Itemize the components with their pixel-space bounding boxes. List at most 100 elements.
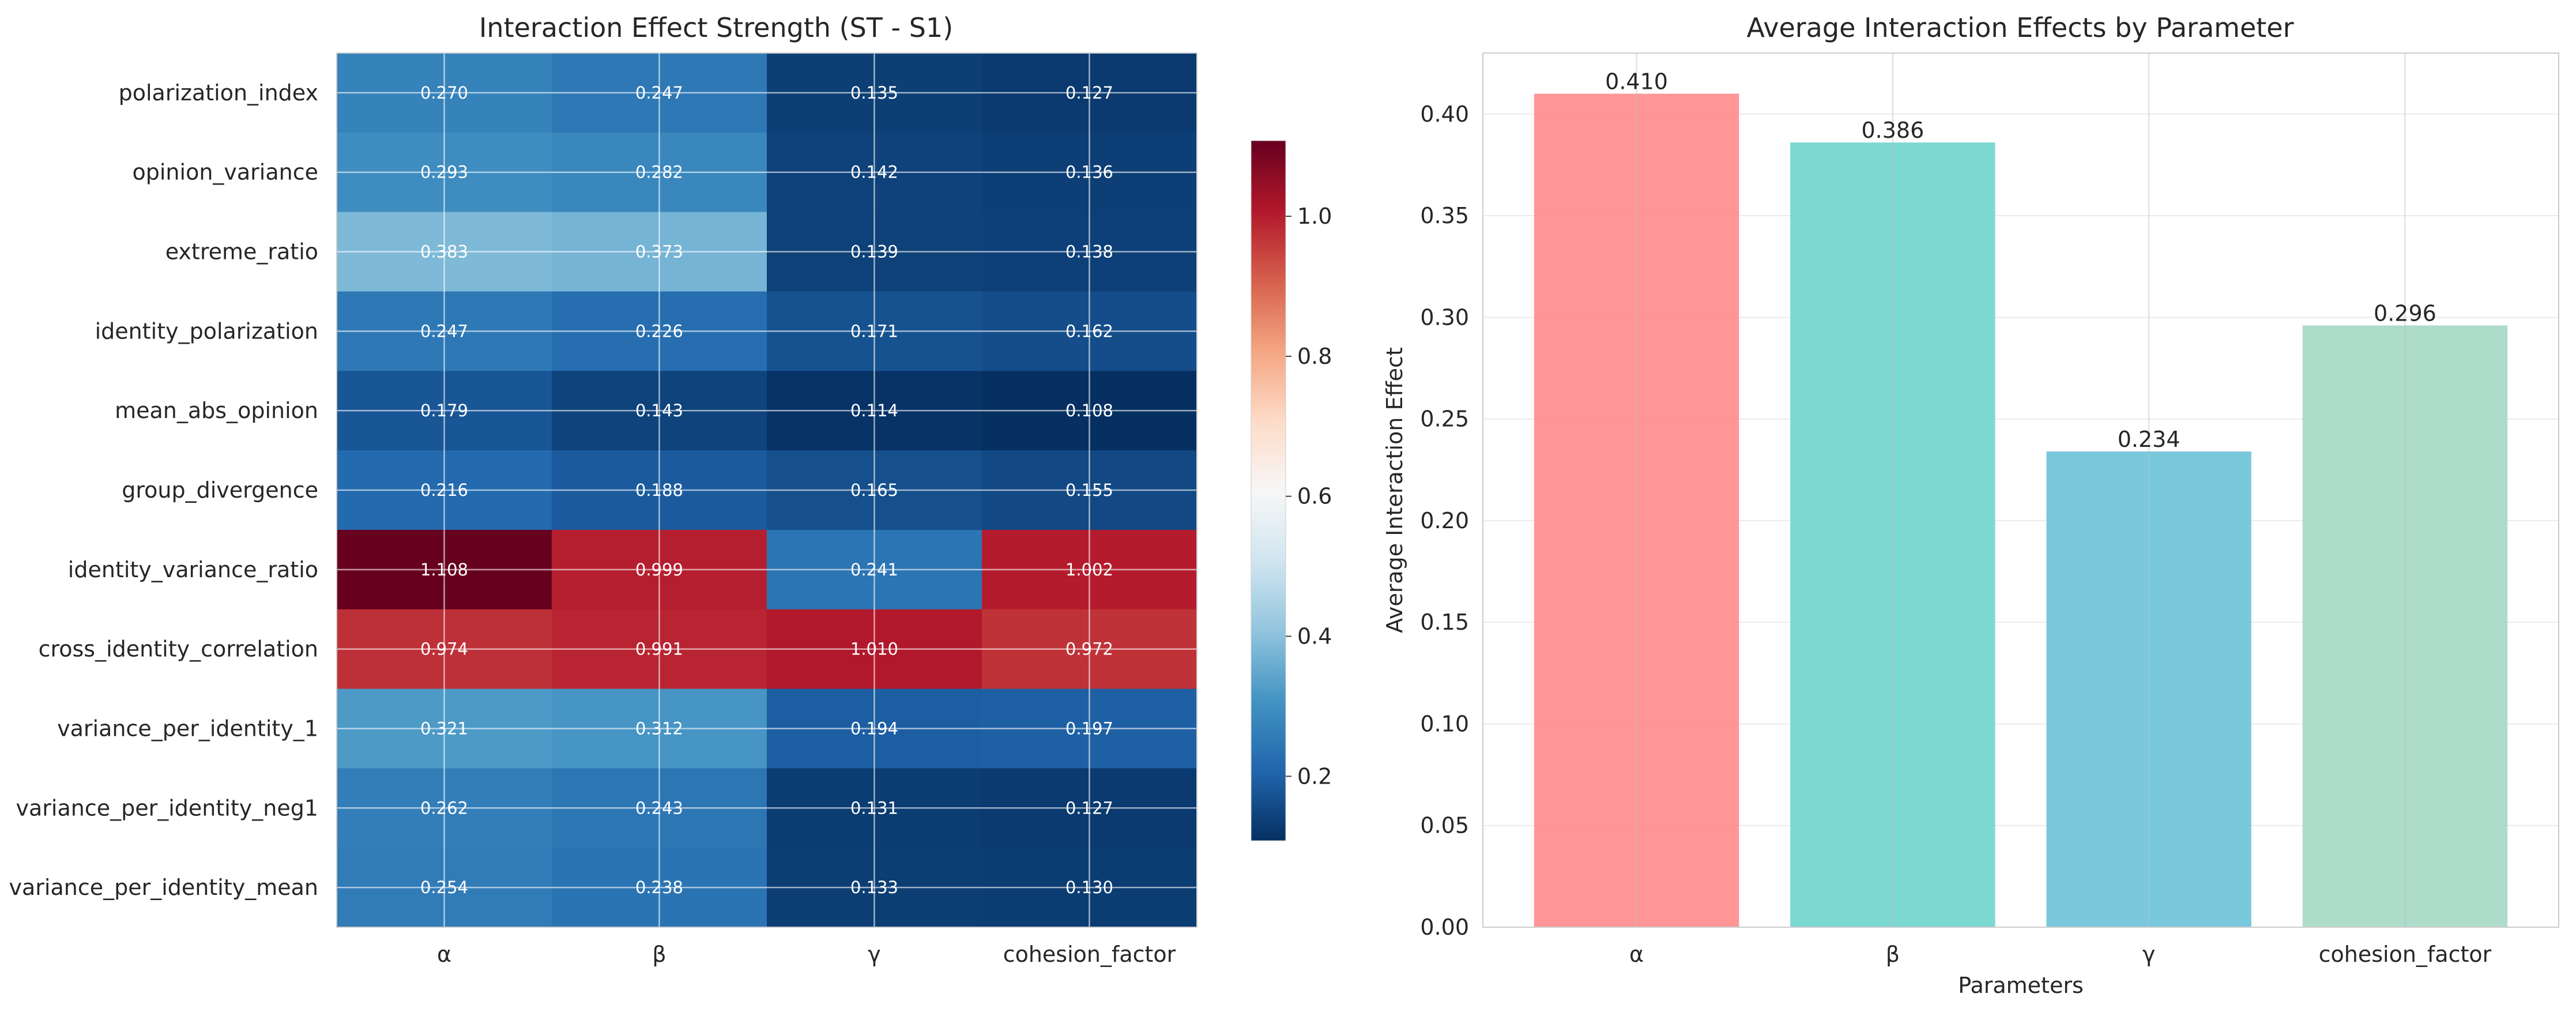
heatmap-column-labels: α β γ cohesion_factor xyxy=(437,942,1176,967)
heatmap-row-label: variance_per_identity_mean xyxy=(9,875,318,900)
heatmap-cell-value: 0.991 xyxy=(635,639,683,659)
heatmap-frame xyxy=(336,52,1197,928)
bar-chart-y-tick-label: 0.15 xyxy=(1420,609,1469,635)
heatmap-title: Interaction Effect Strength (ST - S1) xyxy=(479,12,953,43)
heatmap-cell-value: 0.114 xyxy=(850,401,898,420)
colorbar-tick-label: 0.8 xyxy=(1297,344,1332,369)
heatmap-cell-value: 0.179 xyxy=(420,401,468,420)
heatmap-cell-value: 0.127 xyxy=(1065,83,1113,103)
heatmap-cell-value: 0.133 xyxy=(850,878,898,897)
bar-chart-x-tick-label: α xyxy=(1629,942,1644,967)
colorbar-tick-label: 0.4 xyxy=(1297,624,1332,649)
heatmap-cell-value: 0.131 xyxy=(850,798,898,818)
heatmap-cell-value: 0.270 xyxy=(420,83,468,103)
bar-chart-y-tick-label: 0.00 xyxy=(1420,915,1469,940)
bar-value-label: 0.296 xyxy=(2374,300,2436,326)
colorbar-gradient xyxy=(1251,140,1286,841)
heatmap-cell-value: 1.108 xyxy=(420,560,468,580)
bar-chart-y-tick-label: 0.40 xyxy=(1420,101,1469,127)
bar-chart-x-axis-label: Parameters xyxy=(1958,973,2084,998)
heatmap-row-label: variance_per_identity_1 xyxy=(57,716,318,741)
bar-chart-title: Average Interaction Effects by Parameter xyxy=(1746,12,2293,43)
heatmap-cell-value: 0.383 xyxy=(420,242,468,262)
bar-chart-y-tick-label: 0.25 xyxy=(1420,407,1469,432)
heatmap-row-label: mean_abs_opinion xyxy=(115,398,318,423)
heatmap-cell-value: 0.143 xyxy=(635,401,683,420)
bar-chart-y-ticks: 0.00 0.05 0.10 0.15 0.20 0.25 0.30 0.35 0.40 xyxy=(1420,101,1469,940)
heatmap-cell-value: 0.226 xyxy=(635,321,683,341)
bar-value-label: 0.234 xyxy=(2118,427,2180,452)
heatmap-cell-value: 0.188 xyxy=(635,480,683,500)
heatmap-cell-value: 0.165 xyxy=(850,480,898,500)
heatmap-cell-value: 0.130 xyxy=(1065,878,1113,897)
heatmap-cell-value: 0.247 xyxy=(635,83,683,103)
bar-chart-x-tick-label: γ xyxy=(2142,942,2156,967)
heatmap-cell-value: 1.010 xyxy=(850,639,898,659)
heatmap-grid xyxy=(337,53,1197,927)
bar-chart-y-tick-label: 0.30 xyxy=(1420,304,1469,330)
bar-chart-x-tick-label: cohesion_factor xyxy=(2319,942,2492,967)
heatmap-cell-value: 0.321 xyxy=(420,718,468,738)
colorbar-ticks: 0.2 0.4 0.6 0.8 1.0 xyxy=(1286,204,1332,789)
heatmap-cell-value: 0.254 xyxy=(420,878,468,897)
heatmap-cell-value: 0.312 xyxy=(635,718,683,738)
heatmap-cell-value: 0.262 xyxy=(420,798,468,818)
heatmap-row-label: identity_variance_ratio xyxy=(68,557,318,582)
heatmap-cell-value: 0.243 xyxy=(635,798,683,818)
heatmap-row-label: group_divergence xyxy=(122,477,318,503)
heatmap-cell-value: 0.238 xyxy=(635,878,683,897)
bar-chart-y-tick-label: 0.20 xyxy=(1420,508,1469,533)
heatmap-row-label: cross_identity_correlation xyxy=(39,637,318,662)
heatmap-cell-value: 0.972 xyxy=(1065,639,1113,659)
heatmap-cell-value: 0.138 xyxy=(1065,242,1113,262)
heatmap-cell-value: 0.241 xyxy=(850,560,898,580)
heatmap-column-label: β xyxy=(652,942,666,967)
bar-chart-frame xyxy=(1482,52,2559,928)
heatmap-cell-value: 0.282 xyxy=(635,163,683,182)
heatmap-cell-value: 0.999 xyxy=(635,560,683,580)
colorbar-tick-label: 0.2 xyxy=(1297,763,1332,789)
heatmap-column-label: cohesion_factor xyxy=(1003,942,1176,967)
heatmap-cell-value: 0.293 xyxy=(420,163,468,182)
bar-value-label: 0.386 xyxy=(1861,118,1924,143)
bar-chart-y-axis-label: Average Interaction Effect xyxy=(1382,347,1407,633)
heatmap-cell-value: 0.974 xyxy=(420,639,468,659)
colorbar-tick-label: 0.6 xyxy=(1297,484,1332,509)
heatmap-cell-value: 0.142 xyxy=(850,163,898,182)
heatmap-cell-value: 0.171 xyxy=(850,321,898,341)
heatmap-cell-value: 0.373 xyxy=(635,242,683,262)
heatmap-row-label: polarization_index xyxy=(119,80,318,106)
heatmap-column-label: α xyxy=(437,942,451,967)
heatmap-cell-value: 0.155 xyxy=(1065,480,1113,500)
heatmap-cell-value: 0.135 xyxy=(850,83,898,103)
bar-chart-y-tick-label: 0.10 xyxy=(1420,711,1469,736)
heatmap-column-label: γ xyxy=(868,942,881,967)
bar-chart-vertical-grid xyxy=(1636,53,2406,927)
heatmap-row-label: identity_polarization xyxy=(95,318,318,344)
colorbar: 0.2 0.4 0.6 0.8 1.0 xyxy=(1251,140,1332,841)
heatmap-row-label: variance_per_identity_neg1 xyxy=(16,795,318,821)
bar-chart-y-tick-label: 0.35 xyxy=(1420,203,1469,228)
bar-chart-x-ticks: α β γ cohesion_factor xyxy=(1629,942,2492,967)
bar-value-label: 0.410 xyxy=(1605,69,1668,95)
bar-value-labels: 0.410 0.386 0.234 0.296 xyxy=(1605,69,2436,453)
heatmap-cell-value: 0.197 xyxy=(1065,718,1113,738)
bar-chart-panel: Average Interaction Effects by Parameter… xyxy=(1382,12,2559,998)
heatmap-cell-value: 0.139 xyxy=(850,242,898,262)
heatmap-panel: Interaction Effect Strength (ST - S1) 0.… xyxy=(9,12,1197,967)
heatmap-cell-value: 0.127 xyxy=(1065,798,1113,818)
heatmap-cell-value: 0.162 xyxy=(1065,321,1113,341)
heatmap-cell-value: 0.216 xyxy=(420,480,468,500)
heatmap-cell-value: 1.002 xyxy=(1065,560,1113,580)
heatmap-row-label: extreme_ratio xyxy=(165,239,318,265)
heatmap-row-label: opinion_variance xyxy=(133,160,319,185)
heatmap-row-labels: polarization_index opinion_varianceextrem… xyxy=(9,80,318,900)
colorbar-tick-label: 1.0 xyxy=(1297,204,1332,229)
heatmap-value-labels: 0.270 0.247 0.135 0.127 0.293 0.282 0.142 0.136… xyxy=(420,83,1113,897)
bar-chart-y-tick-label: 0.05 xyxy=(1420,813,1469,838)
heatmap-cell-value: 0.136 xyxy=(1065,163,1113,182)
heatmap-cell-value: 0.108 xyxy=(1065,401,1113,420)
heatmap-cell-value: 0.247 xyxy=(420,321,468,341)
bar-chart-x-tick-label: β xyxy=(1886,942,1900,967)
